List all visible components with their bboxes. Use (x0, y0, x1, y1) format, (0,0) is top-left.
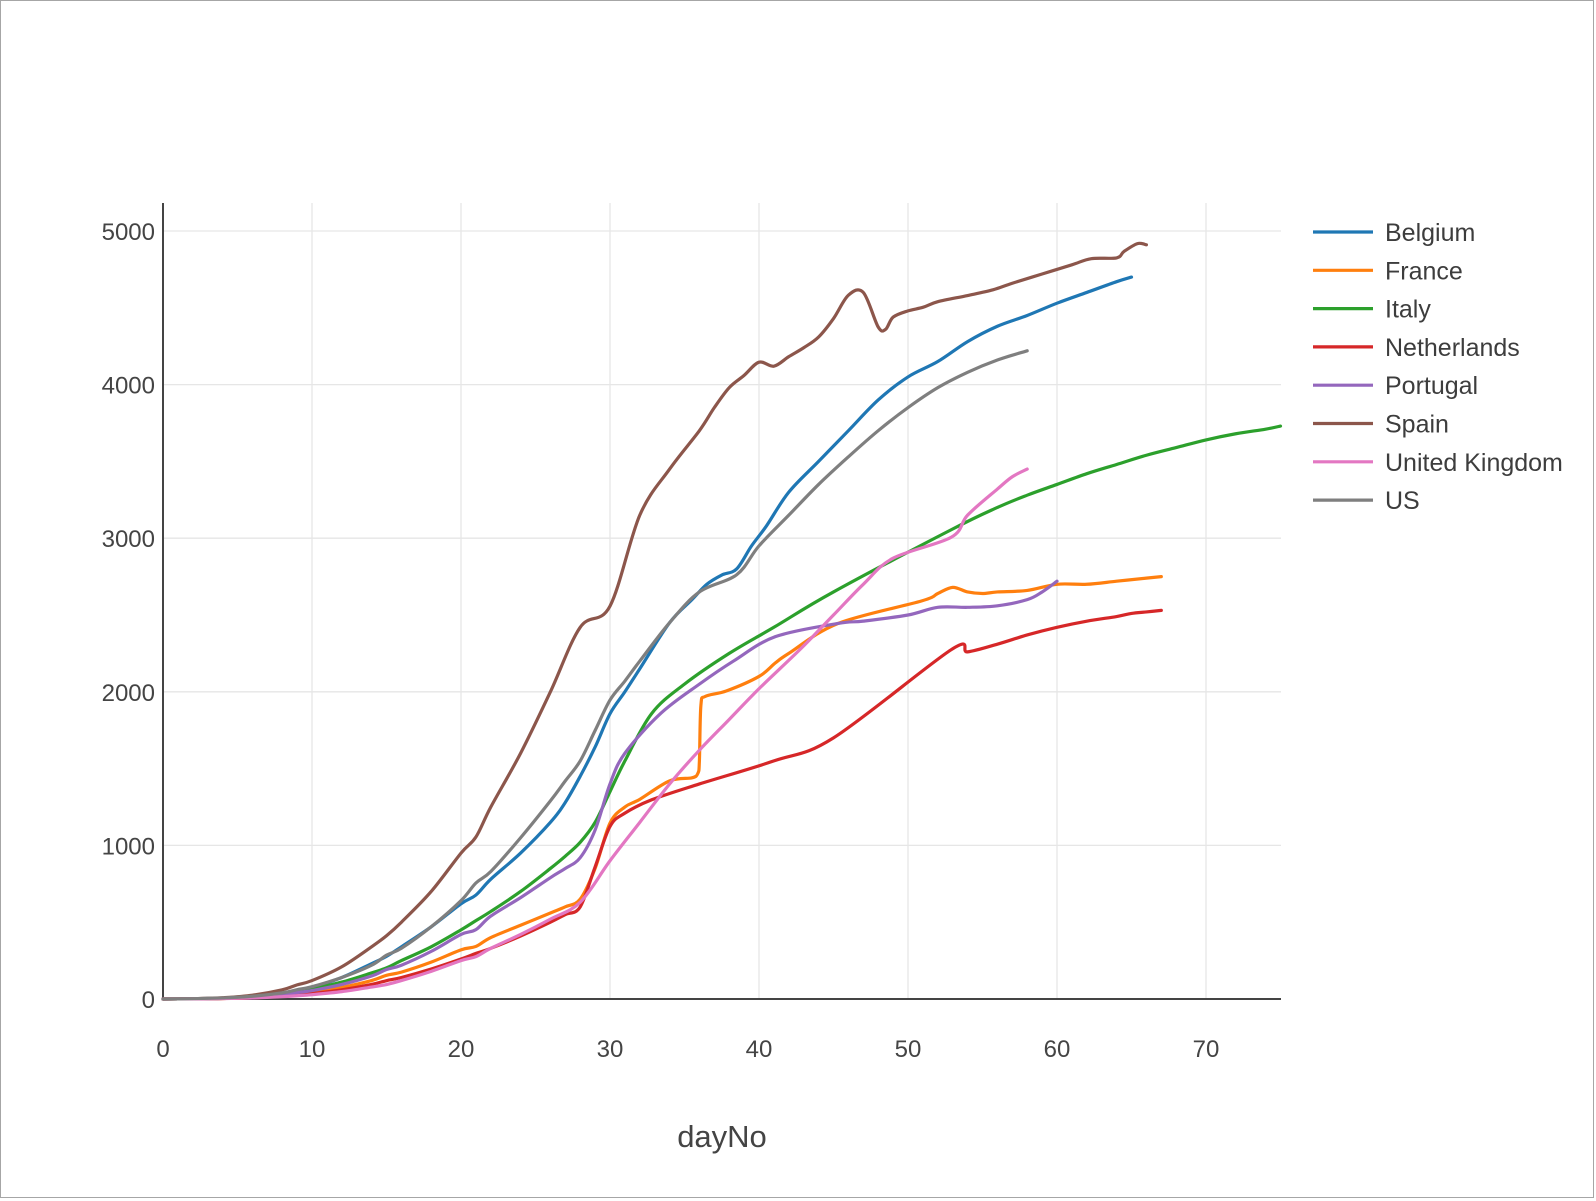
svg-text:Belgium: Belgium (1385, 219, 1475, 247)
svg-text:5000: 5000 (102, 219, 155, 246)
svg-text:Portugal: Portugal (1385, 372, 1478, 400)
svg-text:60: 60 (1044, 1036, 1071, 1063)
svg-text:2000: 2000 (102, 680, 155, 707)
svg-text:1000: 1000 (102, 833, 155, 860)
svg-text:40: 40 (746, 1036, 773, 1063)
svg-text:4000: 4000 (102, 373, 155, 400)
svg-text:30: 30 (597, 1036, 624, 1063)
svg-text:3000: 3000 (102, 526, 155, 553)
svg-text:Italy: Italy (1385, 296, 1431, 324)
svg-text:10: 10 (299, 1036, 326, 1063)
svg-text:20: 20 (448, 1036, 475, 1063)
svg-text:France: France (1385, 257, 1463, 285)
svg-text:0: 0 (142, 987, 155, 1014)
svg-text:Spain: Spain (1385, 411, 1449, 439)
svg-text:0: 0 (156, 1036, 169, 1063)
svg-text:50: 50 (895, 1036, 922, 1063)
svg-text:US: US (1385, 487, 1420, 515)
svg-text:United Kingdom: United Kingdom (1385, 449, 1563, 477)
svg-text:dayNo: dayNo (677, 1119, 767, 1154)
svg-text:Netherlands: Netherlands (1385, 334, 1520, 362)
svg-text:70: 70 (1193, 1036, 1220, 1063)
